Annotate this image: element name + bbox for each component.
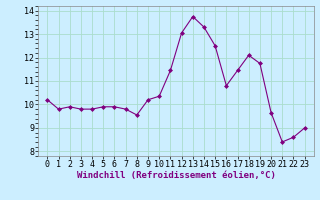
X-axis label: Windchill (Refroidissement éolien,°C): Windchill (Refroidissement éolien,°C)	[76, 171, 276, 180]
